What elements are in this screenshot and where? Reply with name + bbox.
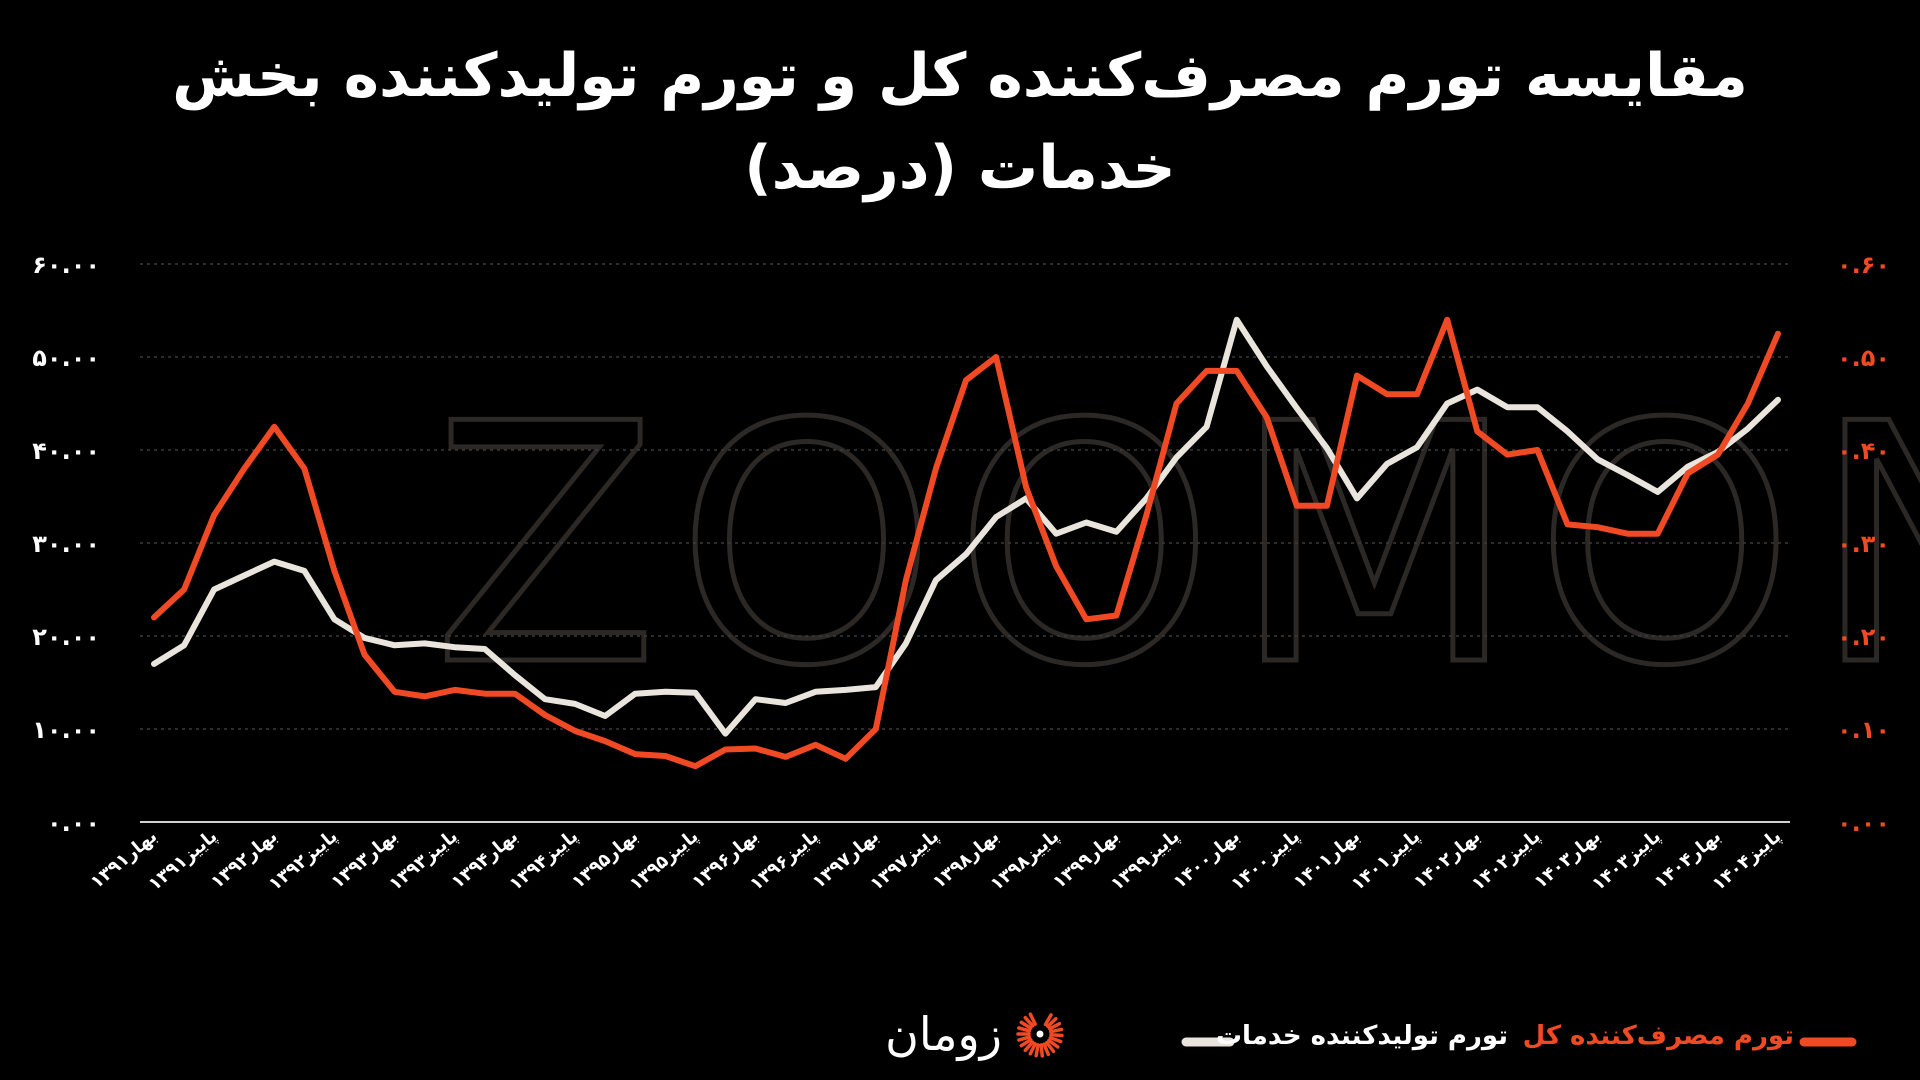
y-right-tick-label: ۰.۳۰ — [1837, 530, 1890, 558]
brand-logo: زومان — [885, 1007, 1064, 1062]
logo-ray — [1028, 1012, 1037, 1026]
logo-ray — [1028, 1042, 1037, 1056]
logo-ray — [1045, 1040, 1056, 1054]
y-left-tick-label: ۱۰.۰۰ — [32, 716, 100, 744]
logo-ray — [1043, 1013, 1053, 1027]
y-left-tick-label: ۰.۰۰ — [47, 809, 100, 837]
series-line-producer-services — [151, 316, 1781, 737]
legend: تورم مصرف‌کننده کل تورم تولیدکننده خدمات — [1181, 1021, 1857, 1051]
logo-ray — [1023, 1040, 1035, 1053]
legend-label-producer: تورم تولیدکننده خدمات — [1216, 1021, 1508, 1051]
y-left-tick-label: ۵۰.۰۰ — [32, 344, 100, 372]
logo-ray — [1019, 1020, 1033, 1030]
logo-ray — [1034, 1043, 1040, 1058]
logo-ray — [1017, 1035, 1032, 1042]
legend-label-consumer: تورم مصرف‌کننده کل — [1523, 1021, 1794, 1051]
logo-ray — [1046, 1016, 1058, 1029]
y-left-tick-label: ۶۰.۰۰ — [32, 251, 100, 279]
y-left-tick-label: ۲۰.۰۰ — [32, 623, 100, 651]
brand-wordmark: زومان — [885, 1007, 1002, 1062]
y-right-tick-label: ۰.۴۰ — [1837, 437, 1890, 465]
y-right-tick-label: ۰.۲۰ — [1837, 623, 1890, 651]
logo-ray — [1049, 1027, 1064, 1034]
logo-ray — [1042, 1042, 1050, 1057]
grid-layer — [140, 263, 1790, 823]
logo-ray — [1039, 1043, 1045, 1058]
chart-title: مقایسه تورم مصرف‌کننده کل و تورم تولیدکن… — [172, 41, 1748, 203]
y-right-tick-label: ۰.۶۰ — [1837, 251, 1890, 279]
y-left-tick-label: ۴۰.۰۰ — [32, 437, 100, 465]
series-line-consumer-total — [151, 316, 1781, 770]
logo-ray — [1017, 1026, 1032, 1033]
logo-ray — [1048, 1036, 1063, 1044]
sunburst-logo-icon — [1016, 1012, 1064, 1058]
y-right-tick-label: ۰.۱۰ — [1837, 716, 1890, 744]
y-left-tick-label: ۳۰.۰۰ — [32, 530, 100, 558]
logo-ray — [1023, 1015, 1035, 1028]
logo-dot — [1036, 1030, 1044, 1038]
logo-ray — [1047, 1038, 1060, 1049]
logo-ray — [1049, 1033, 1064, 1038]
logo-ray — [1019, 1038, 1033, 1048]
y-right-tick-label: ۰.۰۰ — [1837, 809, 1890, 837]
series-layer — [151, 316, 1781, 770]
logo-ray — [1047, 1021, 1062, 1031]
y-right-tick-label: ۰.۵۰ — [1837, 344, 1890, 372]
